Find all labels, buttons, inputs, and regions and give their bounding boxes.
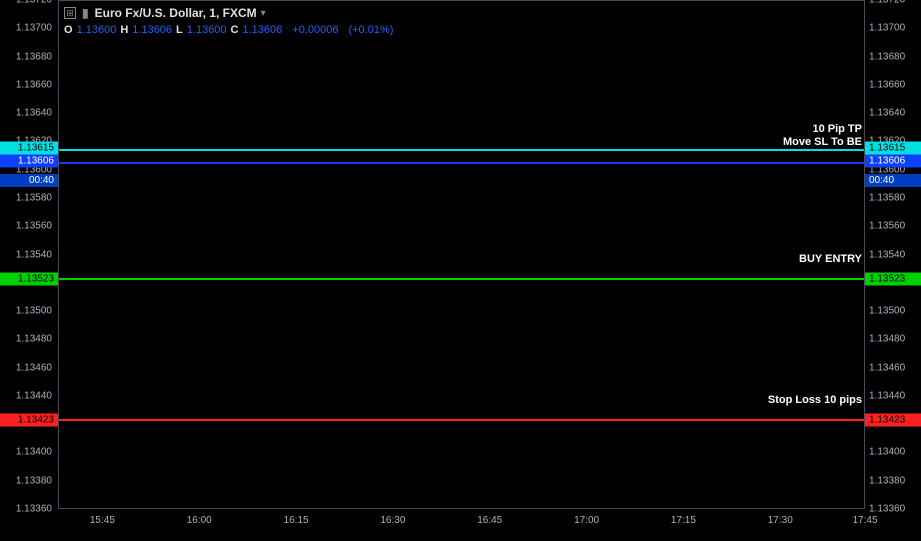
buy-price-tag-right: 1.13523 [865,272,921,285]
buy-price-tag-left: 1.13523 [0,272,58,285]
ohlc-l-label: L [176,24,183,36]
y-tick-label: 1.13720 [869,0,905,6]
buy-label: BUY ENTRY [799,253,862,266]
y-tick-label: 1.13460 [16,362,52,373]
tp-label: Move SL To BE [783,136,862,149]
chevron-down-icon[interactable]: ▾ [261,8,266,19]
y-tick-label: 1.13480 [869,334,905,345]
y-tick-label: 1.13540 [16,249,52,260]
sl-price-tag-left: 1.13423 [0,413,58,426]
y-tick-label: 1.13680 [16,51,52,62]
y-tick-label: 1.13400 [869,447,905,458]
y-tick-label: 1.13460 [869,362,905,373]
sl-price-tag-right: 1.13423 [865,413,921,426]
y-tick-label: 1.13540 [869,249,905,260]
y-tick-label: 1.13700 [869,23,905,34]
current-line[interactable] [59,162,864,164]
x-tick-label: 17:45 [852,515,877,526]
tp-price-tag-right: 1.13615 [865,142,921,155]
y-axis-left: 1.133601.133801.134001.134201.134401.134… [0,0,58,509]
y-tick-label: 1.13500 [16,306,52,317]
y-tick-label: 1.13640 [869,108,905,119]
countdown-tag-left: 00:40 [0,174,58,187]
y-tick-label: 1.13480 [16,334,52,345]
y-tick-label: 1.13500 [869,306,905,317]
tp-label: 10 Pip TP [812,123,862,136]
x-tick-label: 17:15 [671,515,696,526]
y-axis-right: 1.133601.133801.134001.134201.134401.134… [865,0,921,509]
y-tick-label: 1.13660 [869,79,905,90]
y-tick-label: 1.13400 [16,447,52,458]
chart-container: 1.133601.133801.134001.134201.134401.134… [0,0,921,541]
candlestick-region [59,1,864,508]
x-tick-label: 15:45 [90,515,115,526]
y-tick-label: 1.13440 [869,390,905,401]
y-tick-label: 1.13380 [869,475,905,486]
ohlc-c-value: 1.13606 [243,24,283,36]
ohlc-h-label: H [120,24,128,36]
y-tick-label: 1.13720 [16,0,52,6]
x-tick-label: 16:15 [284,515,309,526]
y-tick-label: 1.13580 [16,192,52,203]
y-tick-label: 1.13700 [16,23,52,34]
current-price-tag-left: 1.13606 [0,155,58,168]
y-tick-label: 1.13360 [16,504,52,515]
current-price-tag-right: 1.13606 [865,155,921,168]
y-tick-label: 1.13380 [16,475,52,486]
countdown-tag-right: 00:40 [865,174,921,187]
ohlc-change: +0.00006 [292,24,338,36]
chart-title-bar[interactable]: ⊞ ▮ Euro Fx/U.S. Dollar, 1, FXCM ▾ [64,6,266,20]
y-tick-label: 1.13440 [16,390,52,401]
x-tick-label: 17:00 [574,515,599,526]
y-tick-label: 1.13360 [869,504,905,515]
x-tick-label: 16:30 [380,515,405,526]
y-tick-label: 1.13560 [16,221,52,232]
x-tick-label: 17:30 [768,515,793,526]
ohlc-l-value: 1.13600 [187,24,227,36]
y-tick-label: 1.13680 [869,51,905,62]
chart-area[interactable]: 10 Pip TPMove SL To BE BUY ENTRY Stop Loss… [58,0,865,509]
expand-icon[interactable]: ⊞ [64,7,76,19]
x-tick-label: 16:45 [477,515,502,526]
sl-line[interactable] [59,419,864,421]
buy-line[interactable] [59,278,864,280]
tp-line[interactable] [59,149,864,151]
ohlc-o-label: O [64,24,73,36]
ohlc-h-value: 1.13606 [132,24,172,36]
sl-label: Stop Loss 10 pips [768,394,862,407]
ohlc-bar: O 1.13600 H 1.13606 L 1.13600 C 1.13606 … [64,24,393,36]
x-axis: 15:45 16:00 16:15 16:30 16:45 17:00 17:15 17:30… [58,509,865,541]
y-tick-label: 1.13640 [16,108,52,119]
ohlc-o-value: 1.13600 [77,24,117,36]
chart-title: Euro Fx/U.S. Dollar, 1, FXCM [95,6,257,20]
ohlc-c-label: C [231,24,239,36]
y-tick-label: 1.13560 [869,221,905,232]
y-tick-label: 1.13580 [869,192,905,203]
x-tick-label: 16:00 [187,515,212,526]
y-tick-label: 1.13660 [16,79,52,90]
candle-icon: ▮ [82,6,89,20]
ohlc-change-pct: (+0.01%) [348,24,393,36]
tp-price-tag-left: 1.13615 [0,142,58,155]
